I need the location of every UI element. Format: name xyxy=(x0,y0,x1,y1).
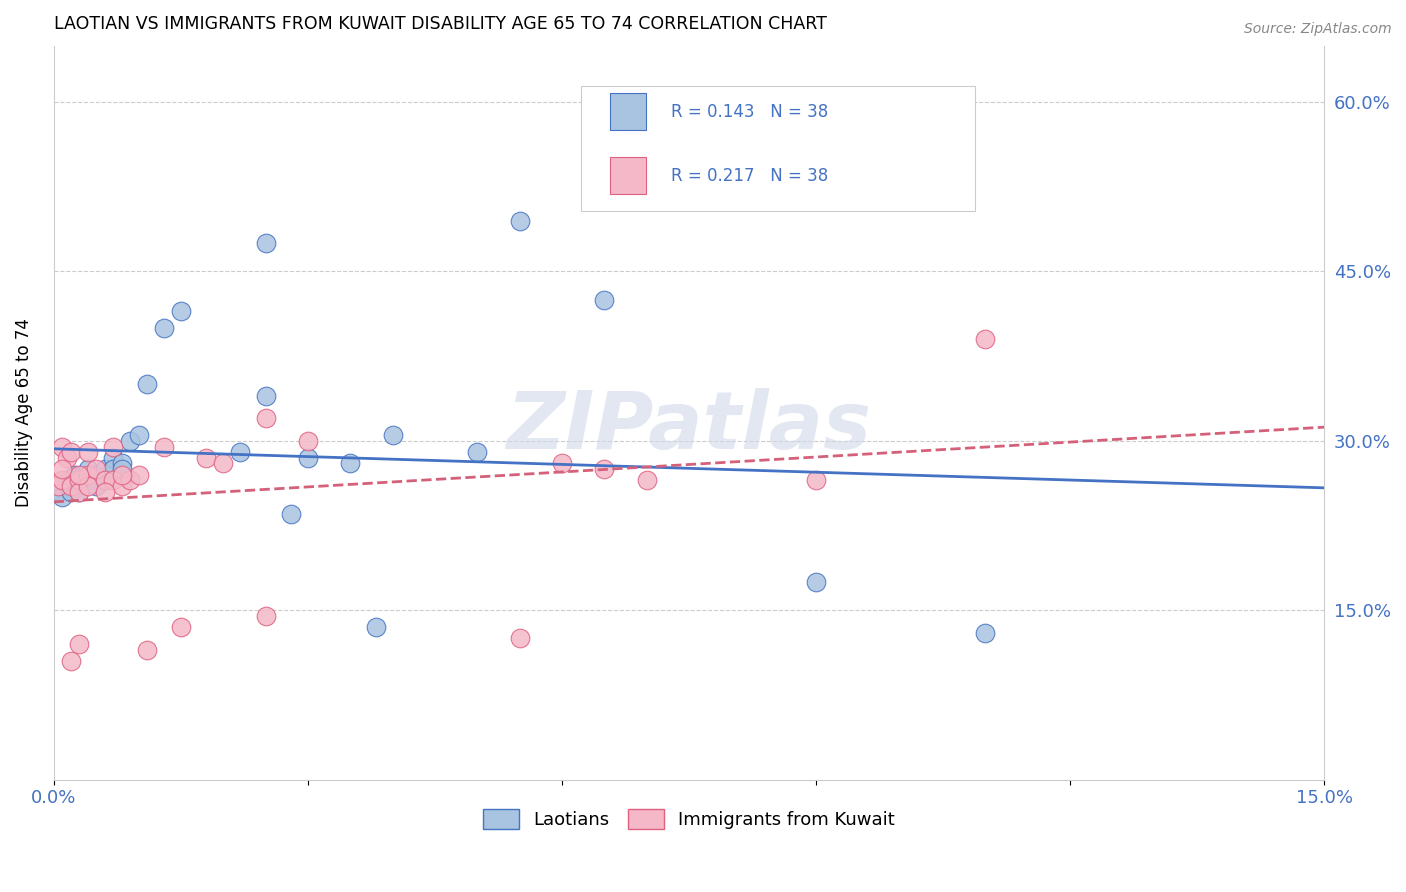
Point xyxy=(63,467,86,482)
Point xyxy=(212,457,235,471)
Point xyxy=(128,428,150,442)
Point xyxy=(76,479,98,493)
Point xyxy=(51,440,73,454)
Point xyxy=(84,462,107,476)
Point xyxy=(254,608,277,623)
Point xyxy=(110,467,132,482)
Point xyxy=(170,620,193,634)
Point xyxy=(509,632,531,646)
Point xyxy=(93,474,115,488)
Point xyxy=(93,474,115,488)
Point xyxy=(110,462,132,476)
Point xyxy=(136,642,159,657)
Point xyxy=(153,321,176,335)
Point xyxy=(593,293,616,307)
Point xyxy=(46,484,69,499)
Point xyxy=(339,457,361,471)
Point xyxy=(101,450,124,465)
Legend: Laotians, Immigrants from Kuwait: Laotians, Immigrants from Kuwait xyxy=(475,801,903,837)
Point xyxy=(51,491,73,505)
Point xyxy=(76,445,98,459)
Point xyxy=(551,457,574,471)
Point xyxy=(229,445,252,459)
Point xyxy=(974,625,997,640)
Point xyxy=(46,479,69,493)
Bar xyxy=(610,157,645,194)
Point xyxy=(110,457,132,471)
Point xyxy=(101,440,124,454)
Point xyxy=(254,236,277,251)
Point xyxy=(364,620,387,634)
Point xyxy=(55,474,77,488)
Point xyxy=(280,508,302,522)
Point xyxy=(67,479,90,493)
Point xyxy=(101,474,124,488)
Point xyxy=(974,332,997,346)
Point xyxy=(128,467,150,482)
Point xyxy=(110,479,132,493)
Point xyxy=(76,474,98,488)
Point xyxy=(153,440,176,454)
Point xyxy=(254,411,277,425)
Bar xyxy=(610,94,645,130)
Point xyxy=(381,428,404,442)
Point xyxy=(76,467,98,482)
Point xyxy=(59,445,82,459)
Point xyxy=(101,462,124,476)
Point xyxy=(804,474,827,488)
FancyBboxPatch shape xyxy=(581,86,974,211)
Point xyxy=(59,474,82,488)
Y-axis label: Disability Age 65 to 74: Disability Age 65 to 74 xyxy=(15,318,32,507)
Point xyxy=(118,474,141,488)
Point xyxy=(136,377,159,392)
Point xyxy=(59,654,82,668)
Point xyxy=(51,462,73,476)
Point xyxy=(67,484,90,499)
Point xyxy=(76,462,98,476)
Point xyxy=(67,484,90,499)
Point xyxy=(84,479,107,493)
Point xyxy=(509,213,531,227)
Point xyxy=(51,479,73,493)
Point xyxy=(636,474,658,488)
Point xyxy=(59,479,82,493)
Point xyxy=(51,474,73,488)
Point xyxy=(118,434,141,448)
Point xyxy=(67,474,90,488)
Point xyxy=(59,484,82,499)
Text: ZIPatlas: ZIPatlas xyxy=(506,388,872,467)
Point xyxy=(254,389,277,403)
Point xyxy=(297,434,319,448)
Point xyxy=(804,574,827,589)
Text: R = 0.143   N = 38: R = 0.143 N = 38 xyxy=(671,103,828,120)
Point xyxy=(297,450,319,465)
Text: LAOTIAN VS IMMIGRANTS FROM KUWAIT DISABILITY AGE 65 TO 74 CORRELATION CHART: LAOTIAN VS IMMIGRANTS FROM KUWAIT DISABI… xyxy=(53,15,827,33)
Point xyxy=(93,462,115,476)
Point xyxy=(72,467,94,482)
Point xyxy=(593,462,616,476)
Point xyxy=(93,484,115,499)
Point xyxy=(55,450,77,465)
Text: Source: ZipAtlas.com: Source: ZipAtlas.com xyxy=(1244,22,1392,37)
Point xyxy=(84,467,107,482)
Point xyxy=(170,304,193,318)
Point xyxy=(67,467,90,482)
Point xyxy=(465,445,488,459)
Point xyxy=(195,450,218,465)
Text: R = 0.217   N = 38: R = 0.217 N = 38 xyxy=(671,167,828,185)
Point xyxy=(67,637,90,651)
